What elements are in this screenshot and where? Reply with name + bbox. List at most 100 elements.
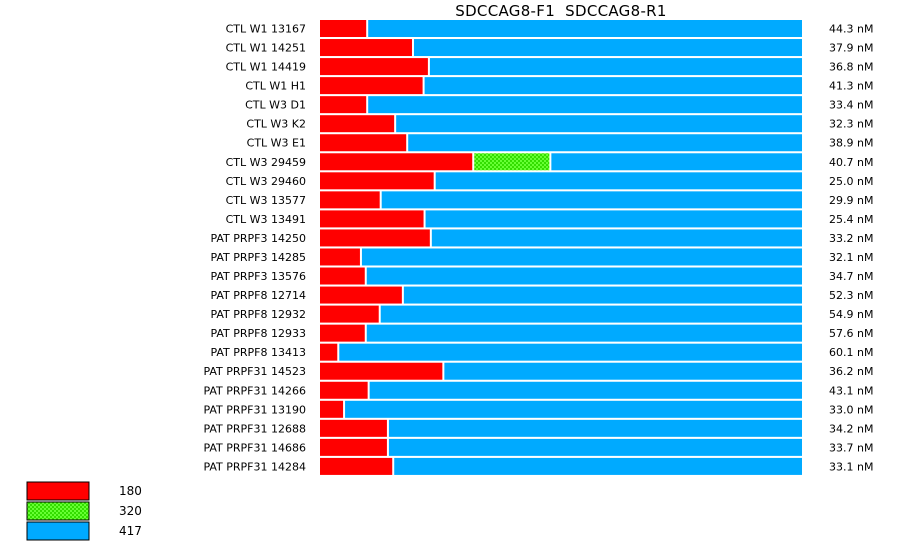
row-label: CTL W3 13577 — [226, 194, 306, 207]
bar-segment-417 — [381, 191, 802, 209]
row-concentration: 25.0 nM — [829, 175, 873, 188]
bar-segment-180 — [320, 438, 387, 456]
row-concentration: 33.0 nM — [829, 403, 873, 416]
row-concentration: 36.8 nM — [829, 61, 873, 74]
bar-segment-180 — [320, 248, 360, 266]
bar-segment-180 — [320, 77, 423, 95]
bar-segment-417 — [388, 438, 802, 456]
bar-segment-417 — [424, 77, 802, 95]
bar-segment-180 — [320, 134, 407, 152]
legend-label: 320 — [119, 504, 142, 518]
row-concentration: 34.2 nM — [829, 422, 873, 435]
row-label: CTL W3 29460 — [226, 175, 306, 188]
bar-row: PAT PRPF8 12933 57.6 nM — [210, 324, 873, 342]
bar-segment-180 — [320, 457, 393, 475]
bar-row: PAT PRPF31 14686 33.7 nM — [203, 438, 873, 456]
bar-segment-417 — [369, 381, 802, 399]
bar-segment-417 — [435, 172, 802, 190]
bar-row: PAT PRPF3 13576 34.7 nM — [210, 267, 873, 285]
row-label: PAT PRPF8 13413 — [210, 346, 306, 359]
row-label: CTL W3 29459 — [226, 156, 306, 169]
row-concentration: 32.3 nM — [829, 118, 873, 131]
bar-segment-417 — [339, 343, 802, 361]
bar-row: PAT PRPF31 14284 33.1 nM — [203, 457, 873, 475]
bar-row: PAT PRPF8 12714 52.3 nM — [210, 286, 873, 304]
bar-row: CTL W3 E1 38.9 nM — [247, 134, 873, 152]
bar-segment-180 — [320, 343, 338, 361]
row-label: CTL W3 E1 — [247, 137, 306, 150]
row-concentration: 33.4 nM — [829, 99, 873, 112]
row-label: PAT PRPF8 12714 — [210, 289, 306, 302]
bar-row: PAT PRPF31 14523 36.2 nM — [203, 362, 873, 380]
row-concentration: 57.6 nM — [829, 327, 873, 340]
row-label: PAT PRPF3 14285 — [210, 251, 306, 264]
bar-segment-417 — [408, 134, 802, 152]
row-concentration: 52.3 nM — [829, 289, 873, 302]
bar-segment-180 — [320, 400, 344, 418]
chart-title: SDCCAG8-F1 SDCCAG8-R1 — [455, 2, 667, 20]
bar-segment-417 — [361, 248, 802, 266]
bar-row: PAT PRPF8 12932 54.9 nM — [210, 305, 873, 323]
bar-segment-417 — [394, 457, 802, 475]
row-concentration: 29.9 nM — [829, 194, 873, 207]
row-label: PAT PRPF31 14686 — [203, 441, 306, 454]
bar-row: CTL W3 29460 25.0 nM — [226, 172, 873, 190]
bar-segment-180 — [320, 286, 402, 304]
bar-row: CTL W1 13167 44.3 nM — [226, 20, 873, 37]
row-concentration: 34.7 nM — [829, 270, 873, 283]
bar-segment-417 — [368, 96, 802, 114]
bar-segment-417 — [368, 20, 802, 37]
bar-segment-180 — [320, 362, 443, 380]
row-concentration: 40.7 nM — [829, 156, 873, 169]
row-label: PAT PRPF8 12932 — [210, 308, 306, 321]
row-concentration: 38.9 nM — [829, 137, 873, 150]
row-label: CTL W1 13167 — [226, 23, 306, 36]
bar-segment-417 — [444, 362, 802, 380]
legend-item: 417 — [26, 521, 142, 541]
bar-segment-417 — [380, 305, 802, 323]
bar-segment-180 — [320, 229, 430, 247]
bar-segment-180 — [320, 419, 387, 437]
row-concentration: 25.4 nM — [829, 213, 873, 226]
legend-label: 417 — [119, 524, 142, 538]
row-label: PAT PRPF31 14284 — [203, 460, 306, 473]
bar-row: CTL W1 14419 36.8 nM — [226, 58, 873, 76]
row-concentration: 54.9 nM — [829, 308, 873, 321]
row-label: CTL W3 D1 — [245, 99, 306, 112]
bar-segment-417 — [403, 286, 802, 304]
bar-segment-180 — [320, 115, 395, 133]
legend-item: 320 — [26, 501, 142, 521]
row-concentration: 33.7 nM — [829, 441, 873, 454]
bar-row: CTL W3 13491 25.4 nM — [226, 210, 873, 228]
bar-segment-417 — [431, 229, 802, 247]
bar-row: CTL W1 14251 37.9 nM — [226, 39, 873, 57]
bar-segment-417 — [366, 267, 802, 285]
bar-row: PAT PRPF31 14266 43.1 nM — [203, 381, 873, 399]
row-label: PAT PRPF31 14266 — [203, 384, 306, 397]
row-concentration: 32.1 nM — [829, 251, 873, 264]
row-label: PAT PRPF31 14523 — [203, 365, 306, 378]
bar-row: PAT PRPF8 13413 60.1 nM — [210, 343, 873, 361]
row-label: CTL W1 14251 — [226, 42, 306, 55]
row-concentration: 33.2 nM — [829, 232, 873, 245]
legend-label: 180 — [119, 484, 142, 498]
row-concentration: 37.9 nM — [829, 42, 873, 55]
bar-segment-180 — [320, 324, 365, 342]
bar-segment-417 — [396, 115, 802, 133]
legend-item: 180 — [26, 481, 142, 501]
bar-segment-417 — [345, 400, 802, 418]
bar-row: PAT PRPF31 12688 34.2 nM — [203, 419, 873, 437]
legend-swatch — [26, 481, 90, 501]
row-concentration: 44.3 nM — [829, 23, 873, 36]
row-label: PAT PRPF8 12933 — [210, 327, 306, 340]
bar-segment-180 — [320, 210, 424, 228]
bar-row: CTL W3 D1 33.4 nM — [245, 96, 873, 114]
row-concentration: 43.1 nM — [829, 384, 873, 397]
bar-segment-417 — [551, 153, 802, 171]
bar-row: CTL W1 H1 41.3 nM — [245, 77, 873, 95]
bar-segment-180 — [320, 153, 473, 171]
bar-segment-320 — [474, 153, 550, 171]
row-label: PAT PRPF3 13576 — [210, 270, 306, 283]
row-label: PAT PRPF31 12688 — [203, 422, 306, 435]
